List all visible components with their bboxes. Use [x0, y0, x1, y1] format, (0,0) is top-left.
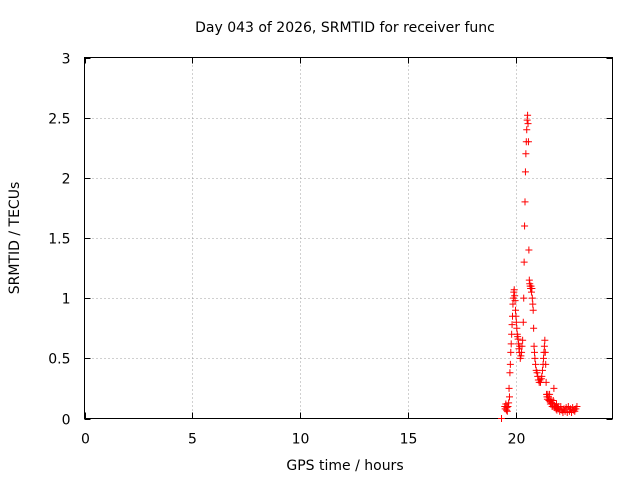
data-point [541, 336, 549, 344]
data-point [524, 120, 532, 128]
y-axis-label: SRMTID / TECUs [7, 182, 23, 295]
data-point [503, 407, 511, 415]
data-point [538, 372, 546, 380]
y-tick-label: 2 [62, 172, 71, 188]
data-point [531, 354, 539, 362]
data-point [550, 384, 558, 392]
data-point [520, 258, 528, 266]
data-point [507, 340, 515, 348]
data-point [521, 198, 529, 206]
data-point [529, 306, 537, 314]
data-point [512, 318, 520, 326]
data-point [510, 286, 518, 294]
data-point [505, 399, 513, 407]
data-point [573, 402, 581, 410]
data-point [505, 393, 513, 401]
axis-ticks [84, 57, 613, 420]
data-point [509, 300, 517, 308]
grid-lines [84, 57, 613, 419]
y-tick-label: 1 [62, 292, 71, 308]
y-tick-label: 2.5 [48, 112, 70, 128]
x-tick-label: 20 [508, 432, 526, 448]
data-point [546, 390, 554, 398]
data-point [529, 300, 537, 308]
data-point [528, 294, 536, 302]
data-point [538, 366, 546, 374]
data-point [554, 404, 562, 412]
data-point [530, 342, 538, 350]
y-tick-label: 0.5 [48, 352, 70, 368]
data-point [512, 306, 520, 314]
data-point [524, 138, 532, 146]
data-point [542, 378, 550, 386]
data-point [511, 297, 519, 305]
data-point [540, 342, 548, 350]
x-tick-label: 10 [292, 432, 310, 448]
data-point [530, 348, 538, 356]
data-point [524, 111, 532, 119]
data-point [519, 336, 527, 344]
data-point [505, 384, 513, 392]
data-point [507, 348, 515, 356]
data-point [532, 360, 540, 368]
data-point [530, 324, 538, 332]
data-point [508, 321, 516, 329]
x-axis-label: GPS time / hours [286, 458, 403, 474]
data-point [520, 294, 528, 302]
data-point [525, 246, 533, 254]
data-point [519, 318, 527, 326]
data-point [504, 402, 512, 410]
x-tick-label: 5 [188, 432, 197, 448]
data-point [518, 348, 526, 356]
data-point [523, 126, 531, 134]
data-point [549, 396, 557, 404]
data-points [498, 111, 581, 422]
data-point [540, 354, 548, 362]
data-point [521, 222, 529, 230]
data-point [541, 348, 549, 356]
data-point [506, 360, 514, 368]
data-point [513, 324, 521, 332]
data-point [521, 168, 529, 176]
x-tick-label: 15 [400, 432, 418, 448]
chart-title: Day 043 of 2026, SRMTID for receiver fun… [195, 20, 495, 36]
data-point [512, 312, 520, 320]
data-point [528, 285, 536, 293]
y-tick-label: 3 [62, 52, 71, 68]
y-tick-label: 1.5 [48, 232, 70, 248]
y-tick-labels: 0 0.5 1 1.5 2 2.5 3 [48, 52, 70, 429]
data-point [542, 360, 550, 368]
data-point [498, 415, 506, 422]
x-tick-label: 0 [81, 432, 90, 448]
x-tick-labels: 0 5 10 15 20 [81, 432, 525, 448]
data-point [506, 369, 514, 377]
data-point [522, 150, 530, 158]
y-tick-label: 0 [62, 413, 71, 429]
data-point [517, 352, 525, 360]
data-point [518, 342, 526, 350]
data-point [533, 369, 541, 377]
